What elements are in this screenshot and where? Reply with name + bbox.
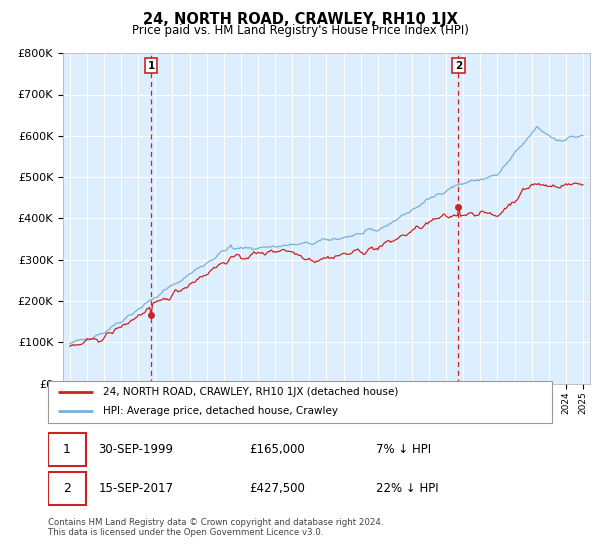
Text: 1: 1 — [63, 442, 71, 455]
Text: Contains HM Land Registry data © Crown copyright and database right 2024.
This d: Contains HM Land Registry data © Crown c… — [48, 518, 383, 538]
FancyBboxPatch shape — [48, 381, 552, 423]
Text: 2: 2 — [455, 60, 462, 71]
FancyBboxPatch shape — [48, 473, 86, 506]
Text: 24, NORTH ROAD, CRAWLEY, RH10 1JX (detached house): 24, NORTH ROAD, CRAWLEY, RH10 1JX (detac… — [103, 387, 399, 397]
Text: 1: 1 — [148, 60, 155, 71]
Text: Price paid vs. HM Land Registry's House Price Index (HPI): Price paid vs. HM Land Registry's House … — [131, 24, 469, 37]
Point — [146, 311, 156, 320]
Text: 30-SEP-1999: 30-SEP-1999 — [98, 442, 173, 455]
Text: £165,000: £165,000 — [250, 442, 305, 455]
Text: 15-SEP-2017: 15-SEP-2017 — [98, 483, 173, 496]
Text: 2: 2 — [63, 483, 71, 496]
Text: 7% ↓ HPI: 7% ↓ HPI — [376, 442, 431, 455]
Point — [454, 203, 463, 212]
Text: 24, NORTH ROAD, CRAWLEY, RH10 1JX: 24, NORTH ROAD, CRAWLEY, RH10 1JX — [143, 12, 457, 27]
Text: HPI: Average price, detached house, Crawley: HPI: Average price, detached house, Craw… — [103, 407, 338, 417]
FancyBboxPatch shape — [48, 432, 86, 465]
Text: 22% ↓ HPI: 22% ↓ HPI — [376, 483, 438, 496]
Text: £427,500: £427,500 — [250, 483, 305, 496]
